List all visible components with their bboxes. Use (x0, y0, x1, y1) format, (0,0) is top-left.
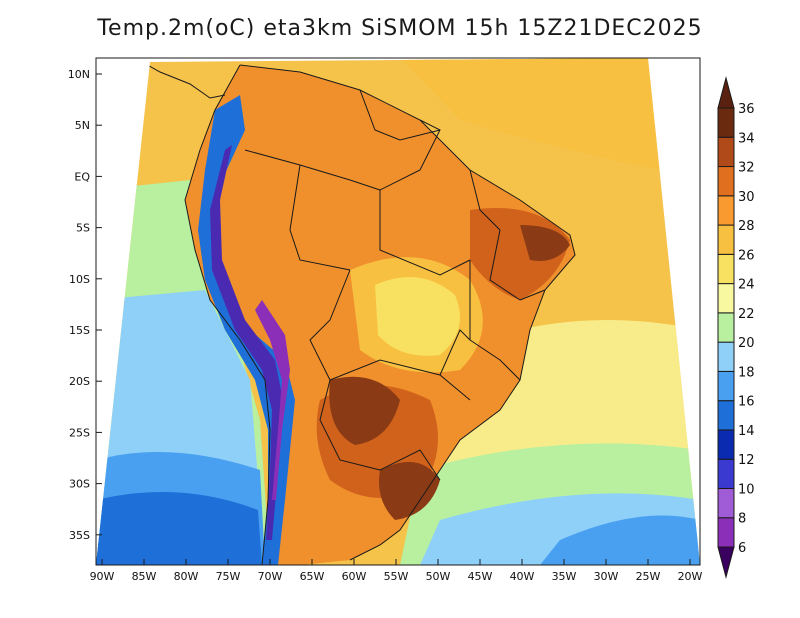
lon-label: 80W (174, 570, 199, 583)
colorbar-label: 6 (738, 541, 746, 556)
lon-label: 45W (468, 570, 493, 583)
lon-label: 60W (342, 570, 367, 583)
andes-core (210, 145, 283, 540)
lon-label: 75W (216, 570, 241, 583)
colorbar-segment (717, 312, 735, 343)
lon-label: 35W (552, 570, 577, 583)
lon-label: 25W (636, 570, 661, 583)
colorbar-label: 8 (738, 512, 746, 527)
lon-label: 20W (678, 570, 703, 583)
axes-box (95, 57, 701, 566)
lat-label: EQ (74, 170, 90, 183)
colorbar-segment (717, 370, 735, 402)
lat-label: 5S (76, 222, 90, 235)
lat-label: 30S (69, 478, 90, 491)
colorbar-segment (717, 253, 735, 285)
lon-label: 85W (132, 570, 157, 583)
northeast-hottest (520, 225, 570, 261)
colorbar-segment (717, 107, 735, 138)
lat-label: 15S (69, 324, 90, 337)
colorbar-segment (717, 487, 735, 519)
central-plateau-light (375, 277, 460, 356)
north-ocean-mid (400, 58, 660, 170)
country-borders (239, 64, 576, 561)
colorbar-label: 18 (738, 365, 755, 380)
colorbar-label: 10 (738, 482, 755, 497)
lon-label: 55W (384, 570, 409, 583)
lon-label: 50W (426, 570, 451, 583)
lat-label: 5N (75, 119, 90, 132)
colorbar-segment (717, 517, 735, 548)
colorbar-label: 14 (738, 424, 755, 439)
colorbar-label: 30 (738, 190, 755, 205)
colorbar: 6 8 10 12 14 16 18 20 22 24 26 28 30 32 34 36 (717, 76, 755, 579)
colorbar-segment (717, 166, 735, 197)
colorbar-label: 32 (738, 161, 755, 176)
lat-label: 25S (69, 426, 90, 439)
lat-label: 10N (68, 68, 90, 81)
lon-label: 90W (90, 570, 115, 583)
lon-label: 30W (594, 570, 619, 583)
amazon-region (245, 148, 380, 260)
pacific-coldest-area (96, 492, 262, 565)
central-america-coast (134, 58, 226, 99)
ocean-colder-band (540, 515, 700, 565)
map-title: Temp.2m(oC) eta3km SiSMOM 15h 15Z21DEC20… (97, 16, 703, 41)
colorbar-segment (717, 283, 735, 314)
longitude-axis: 90W 85W 80W 75W 70W 65W 60W 55W 50W 45W 40W 35W 30W 2… (90, 559, 703, 583)
andes-peaks (255, 300, 290, 500)
lat-label: 35S (69, 529, 90, 542)
colorbar-label: 36 (738, 102, 755, 117)
colorbar-segment (717, 400, 735, 431)
lat-label: 20S (69, 375, 90, 388)
colorbar-segment (717, 341, 735, 372)
colorbar-label: 12 (738, 453, 755, 468)
colorbar-segment (717, 136, 735, 168)
colorbar-label: 26 (738, 248, 755, 263)
colorbar-segment (717, 458, 735, 489)
lon-label: 40W (510, 570, 535, 583)
colorbar-label: 16 (738, 395, 755, 410)
latitude-axis: 10N 5N EQ 5S 10S 15S 20S 25S 30S 35S (68, 68, 102, 542)
colorbar-min-arrow (717, 546, 735, 579)
uruguay-hot (379, 462, 440, 520)
colorbar-segment (717, 195, 735, 226)
colorbar-segment (717, 224, 735, 255)
colorbar-segment (717, 429, 735, 460)
colorbar-label: 22 (738, 307, 755, 322)
colorbar-max-arrow (717, 76, 735, 109)
map-field (96, 58, 700, 565)
lon-label: 70W (258, 570, 283, 583)
colorbar-label: 34 (738, 131, 755, 146)
colorbar-label: 20 (738, 336, 755, 351)
colorbar-label: 24 (738, 278, 755, 293)
pacific-coastline (184, 64, 271, 565)
colorbar-label: 28 (738, 219, 755, 234)
south-hottest (329, 376, 400, 445)
lon-label: 65W (300, 570, 325, 583)
lat-label: 10S (69, 273, 90, 286)
